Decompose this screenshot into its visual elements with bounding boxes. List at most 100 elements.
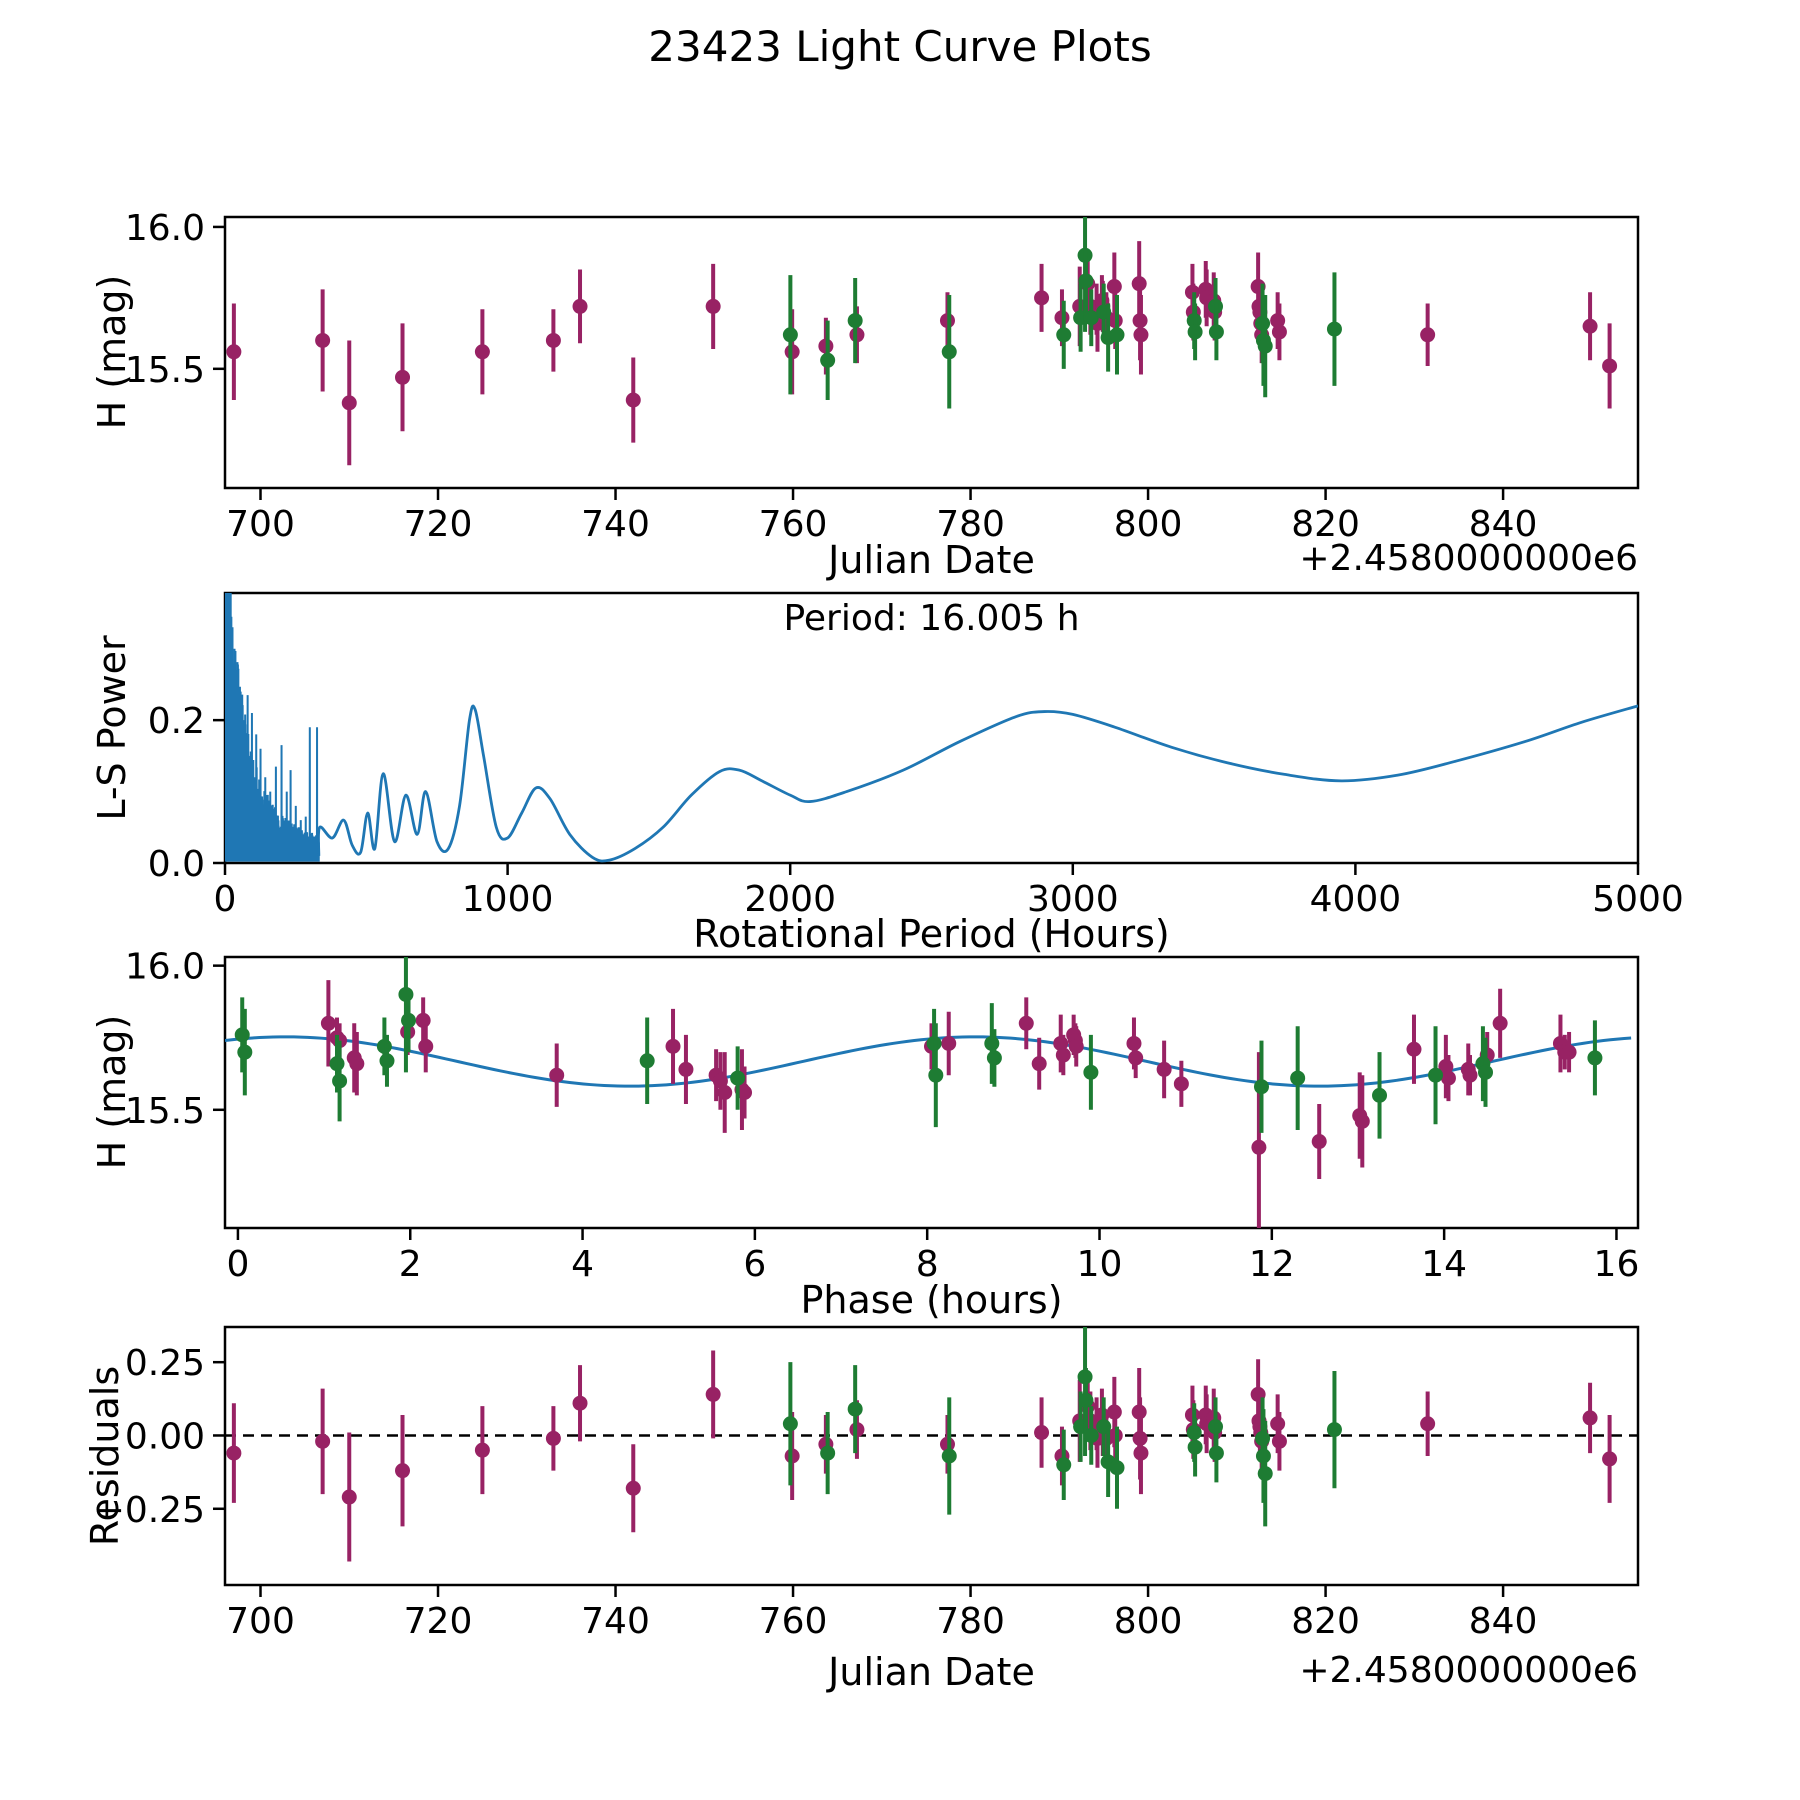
periodogram-x-tick-label: 3000	[1027, 879, 1119, 920]
phase-x-tick-label: 0	[226, 1244, 249, 1285]
phase-data-point	[1290, 1070, 1306, 1086]
lightcurve-data-point	[705, 298, 721, 314]
phase-data-point	[1068, 1038, 1084, 1054]
residuals-data-point	[1582, 1410, 1598, 1426]
lightcurve-data-point	[545, 332, 561, 348]
figure-title: 23423 Light Curve Plots	[648, 22, 1152, 71]
residuals-data-point	[1109, 1460, 1125, 1476]
lightcurve-x-axis-offset: +2.4580000000e6	[1299, 538, 1638, 579]
lightcurve-data-point	[1326, 321, 1342, 337]
lightcurve-data-point	[474, 344, 490, 360]
phase-data-point	[717, 1085, 733, 1100]
residuals-data-point	[941, 1448, 957, 1464]
lightcurve-data-point	[1109, 327, 1125, 343]
phase-x-tick-label: 8	[916, 1244, 939, 1285]
residuals-y-tick-label: −0.25	[95, 1490, 205, 1531]
periodogram-x-tick-label: 0	[214, 879, 237, 920]
phase-data-point	[237, 1044, 253, 1060]
lightcurve-data-point	[1271, 324, 1287, 340]
residuals-data-point	[1420, 1416, 1436, 1432]
phase-data-point	[1311, 1134, 1327, 1150]
phase-x-tick-label: 2	[399, 1244, 422, 1285]
periodogram-x-tick-label: 1000	[462, 879, 554, 920]
lightcurve-data-point	[1602, 358, 1618, 374]
lightcurve-x-tick-label: 780	[936, 504, 1005, 545]
lightcurve-data-point	[1056, 327, 1072, 343]
lightcurve-x-tick-label: 820	[1291, 504, 1360, 545]
periodogram-x-tick-label: 5000	[1592, 879, 1684, 920]
lightcurve-data-point	[341, 395, 357, 411]
phase-points	[320, 980, 1577, 1228]
residuals-data-point	[572, 1395, 588, 1411]
lightcurve-x-tick-label: 800	[1114, 504, 1183, 545]
phase-data-point	[928, 1067, 944, 1083]
lightcurve-x-tick-label: 740	[581, 504, 650, 545]
phase-data-point	[678, 1061, 694, 1077]
phase-data-point	[1477, 1064, 1493, 1080]
residuals-x-tick-label: 840	[1469, 1601, 1538, 1642]
lightcurve-data-point	[1187, 324, 1203, 340]
residuals-data-point	[315, 1433, 331, 1449]
phase-data-point	[639, 1053, 655, 1069]
lightcurve-data-point	[1034, 290, 1050, 306]
phase-data-point	[941, 1035, 957, 1051]
residuals-x-tick-label: 740	[581, 1601, 650, 1642]
phase-data-point	[1492, 1015, 1508, 1031]
phase-data-point	[376, 1038, 392, 1054]
residuals-data-point	[1326, 1422, 1342, 1438]
lightcurve-data-point	[1582, 318, 1598, 334]
phase-x-tick-label: 6	[743, 1244, 766, 1285]
phase-data-point	[1372, 1087, 1388, 1103]
lightcurve-data-point	[1083, 310, 1099, 326]
residuals-data-point	[1034, 1425, 1050, 1441]
residuals-y-axis-label: Residuals	[83, 1365, 127, 1547]
lightcurve-y-axis-label: H (mag)	[90, 274, 134, 430]
lightcurve-x-tick-label: 840	[1469, 504, 1538, 545]
phase-x-tick-label: 4	[571, 1244, 594, 1285]
phase-data-point	[1173, 1076, 1189, 1092]
residuals-x-axis-offset: +2.4580000000e6	[1299, 1650, 1638, 1691]
phase-x-tick-label: 14	[1421, 1244, 1467, 1285]
lightcurve-data-point	[315, 332, 331, 348]
phase-data-point	[1083, 1064, 1099, 1080]
phase-data-point	[1251, 1139, 1267, 1155]
lightcurve-points	[782, 217, 1342, 409]
lightcurve-x-tick-label: 700	[226, 504, 295, 545]
residuals-data-point	[395, 1463, 411, 1479]
phase-data-point	[549, 1067, 565, 1083]
lightcurve-data-point	[1133, 327, 1149, 343]
residuals-x-tick-label: 720	[404, 1601, 473, 1642]
residuals-x-tick-label: 820	[1291, 1601, 1360, 1642]
phase-x-axis-label: Phase (hours)	[800, 1278, 1063, 1322]
phase-data-point	[349, 1056, 365, 1072]
phase-y-tick-label: 16.0	[125, 947, 205, 988]
phase-data-point	[1018, 1015, 1034, 1031]
residuals-y-tick-label: 0.25	[125, 1343, 205, 1384]
periodogram-y-tick-label: 0.0	[148, 844, 205, 885]
residuals-data-point	[1078, 1392, 1094, 1408]
residuals-data-point	[820, 1445, 836, 1461]
residuals-data-point	[847, 1401, 863, 1417]
phase-data-point	[320, 1015, 336, 1031]
phase-data-point	[1128, 1050, 1144, 1066]
phase-data-point	[332, 1073, 348, 1089]
lightcurve-data-point	[625, 392, 641, 408]
residuals-points	[226, 1350, 1618, 1562]
residuals-data-point	[1083, 1427, 1099, 1443]
lightcurve-data-point	[572, 298, 588, 314]
lightcurve-data-point	[820, 352, 836, 368]
lightcurve-data-point	[395, 369, 411, 385]
residuals-data-point	[1133, 1445, 1149, 1461]
lightcurve-data-point	[1257, 338, 1273, 354]
lightcurve-y-tick-label: 15.5	[125, 350, 205, 391]
phase-data-point	[737, 1085, 753, 1100]
phase-points	[234, 957, 1603, 1139]
phase-data-point	[234, 1027, 250, 1043]
phase-x-tick-label: 16	[1594, 1244, 1640, 1285]
residuals-data-point	[474, 1442, 490, 1458]
lightcurve-data-point	[782, 327, 798, 343]
residuals-x-tick-label: 800	[1114, 1601, 1183, 1642]
phase-data-point	[1253, 1079, 1269, 1095]
